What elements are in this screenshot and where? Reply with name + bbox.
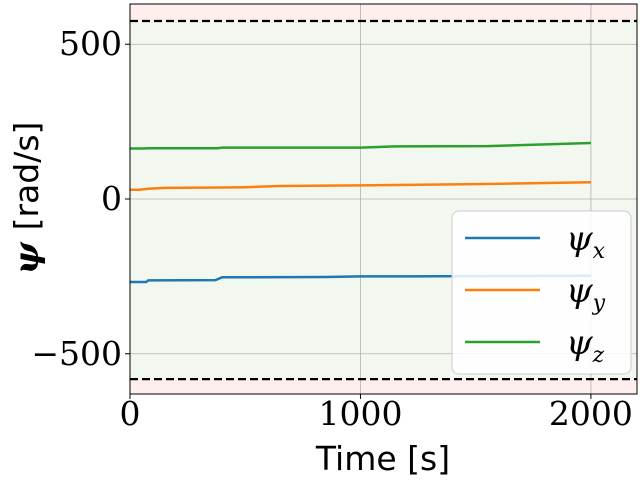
series-lines <box>130 141 591 284</box>
y-tick-label: 500 <box>59 24 122 63</box>
y-axis-label: ψ [rad/s] <box>7 122 47 275</box>
x-tick-label: 2000 <box>549 394 633 433</box>
y-tick-label: −500 <box>31 334 122 373</box>
series-line-psi-z <box>130 141 591 150</box>
legend-label-psi-z: ψz <box>566 323 605 368</box>
axis-ticks: 0 1000 2000 −500 0 500 <box>31 24 633 433</box>
series-line-psi-y <box>130 181 591 191</box>
legend-box <box>451 210 632 375</box>
unsafe-region-bottom <box>130 379 637 394</box>
legend: ψx ψy ψz <box>451 210 632 375</box>
limit-lines <box>130 19 637 381</box>
legend-label-psi-y: ψy <box>566 271 606 316</box>
y-axis-unit: [rad/s] <box>7 122 46 231</box>
unsafe-region-top <box>130 4 637 22</box>
legend-label-psi-x: ψx <box>566 219 606 264</box>
x-tick-label: 1000 <box>318 394 402 433</box>
x-axis-label: Time [s] <box>315 439 450 478</box>
series-line-psi-x <box>130 274 591 284</box>
x-tick-label: 0 <box>120 394 141 433</box>
y-axis-symbol: ψ <box>7 241 47 274</box>
y-tick-label: 0 <box>101 179 122 218</box>
svg-text:ψ [rad/s]: ψ [rad/s] <box>7 122 47 275</box>
